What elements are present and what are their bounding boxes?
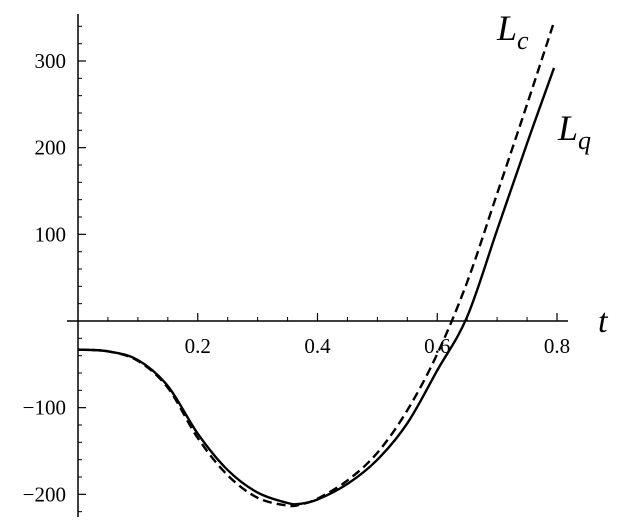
y-tick-label: 200 [35,136,67,160]
y-tick-label: 100 [35,222,67,246]
series-label-lc: Lc [496,8,529,55]
x-tick-label: 0.8 [544,334,570,358]
y-tick-label: −200 [23,482,66,506]
series-label-lq: Lq [557,108,591,155]
axes [67,14,568,517]
series-label-lq-main: L [557,108,578,148]
y-tick-label: 300 [35,49,67,73]
x-tick-label: 0.2 [185,334,211,358]
series-label-lc-main: L [496,8,517,48]
series-line-lq [77,67,556,506]
series-line-lc [77,21,556,508]
series-label-lq-sub: q [578,126,591,155]
series-layer [77,21,556,508]
x-tick-label: 0.4 [304,334,331,358]
x-axis-label: t [598,303,609,340]
y-tick-label: −100 [23,396,66,420]
series-label-lc-sub: c [517,26,529,55]
